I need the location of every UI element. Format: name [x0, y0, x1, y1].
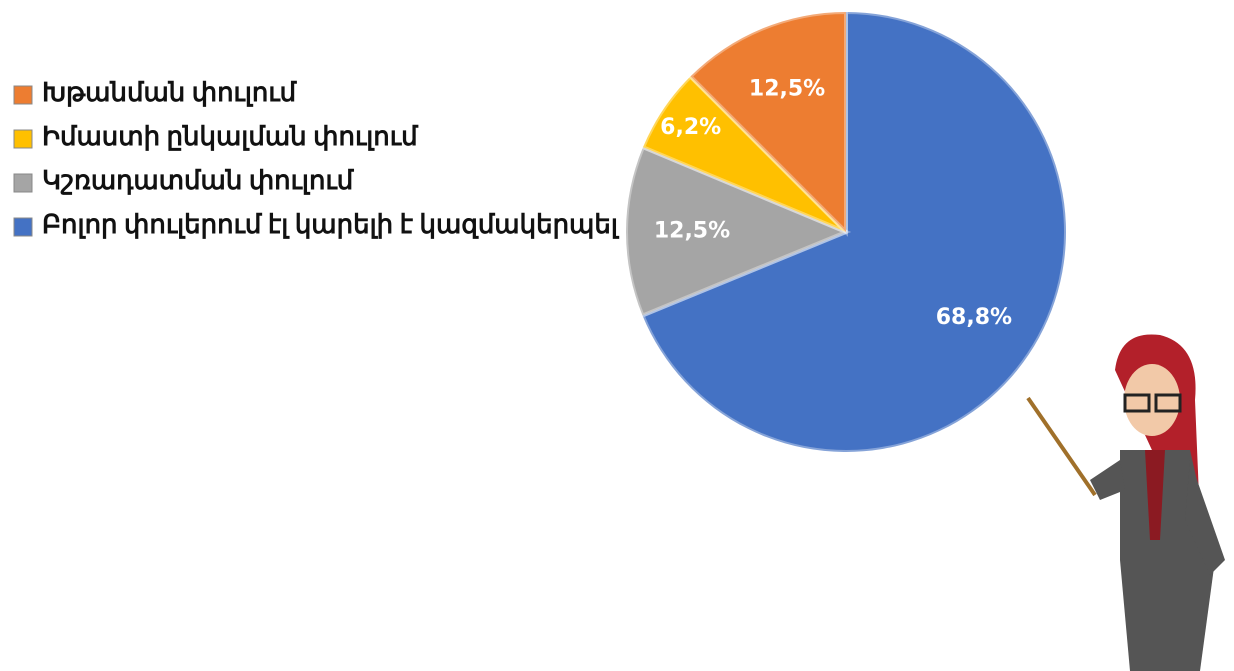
legend-swatch — [13, 129, 33, 149]
pie-slice — [687, 9, 848, 237]
legend-swatch — [13, 173, 33, 193]
value-label: 68,8% — [936, 305, 1012, 330]
legend-label: Կշռադատման փուլում — [42, 166, 355, 195]
legend-label: Բոլոր փուլերում էլ կարելի է կազմակերպել — [42, 210, 620, 239]
legend-swatch — [13, 217, 33, 237]
legend-label: Խթանման փուլում — [42, 78, 298, 107]
value-label: 12,5% — [654, 219, 730, 244]
pie-slice — [639, 9, 1068, 454]
legend-swatch — [13, 85, 33, 105]
presenter-illustration — [1026, 334, 1225, 671]
pie-slice — [640, 73, 848, 234]
legend-label: Իմաստի ընկալման փուլում — [42, 122, 419, 151]
pie-slice — [624, 144, 852, 319]
value-label: 6,2% — [660, 115, 721, 140]
value-label: 12,5% — [749, 77, 825, 102]
